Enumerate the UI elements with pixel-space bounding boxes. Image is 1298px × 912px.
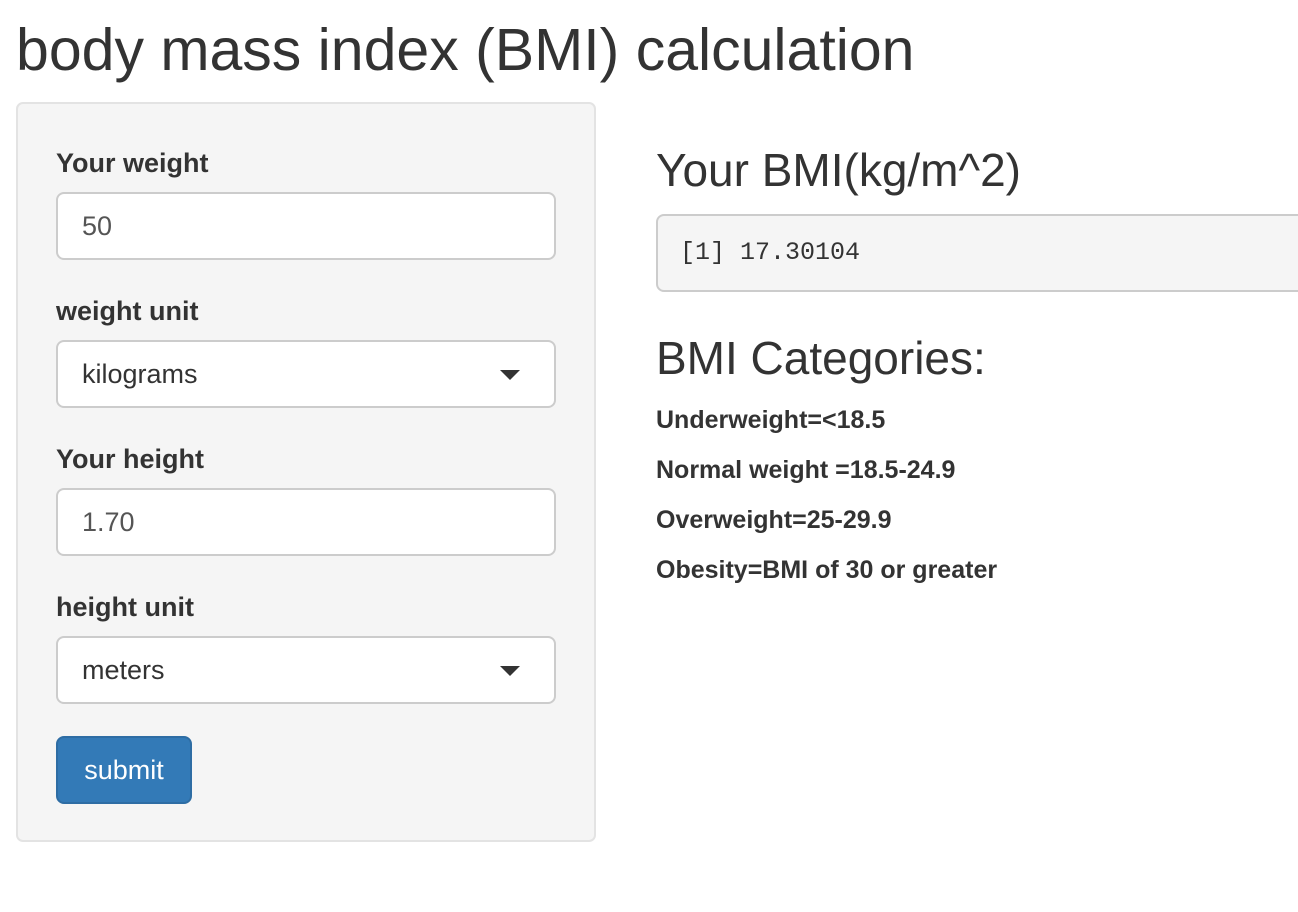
height-unit-label: height unit [56,592,194,622]
category-underweight: Underweight=<18.5 [656,406,886,434]
height-unit-select[interactable]: meters [56,636,556,704]
category-overweight: Overweight=25-29.9 [656,506,892,534]
height-input[interactable] [56,488,556,556]
caret-down-icon [500,370,520,380]
category-obesity: Obesity=BMI of 30 or greater [656,556,998,584]
page-title: body mass index (BMI) calculation [16,17,915,83]
weight-label: Your weight [56,148,209,178]
height-label: Your height [56,444,204,474]
bmi-heading: Your BMI(kg/m^2) [656,144,1021,196]
height-unit-selected-value: meters [82,655,165,685]
caret-down-icon [500,666,520,676]
submit-button[interactable]: submit [56,736,192,804]
bmi-output: [1] 17.30104 [656,214,1298,292]
weight-unit-label: weight unit [56,296,199,326]
categories-heading: BMI Categories: [656,332,986,384]
weight-input[interactable] [56,192,556,260]
weight-unit-select[interactable]: kilograms [56,340,556,408]
weight-unit-selected-value: kilograms [82,359,198,389]
category-normal-weight: Normal weight =18.5-24.9 [656,456,956,484]
main-panel: Your BMI(kg/m^2) [1] 17.30104 BMI Catego… [656,0,1298,912]
input-panel: Your weight weight unit kilograms Your h… [16,102,596,842]
